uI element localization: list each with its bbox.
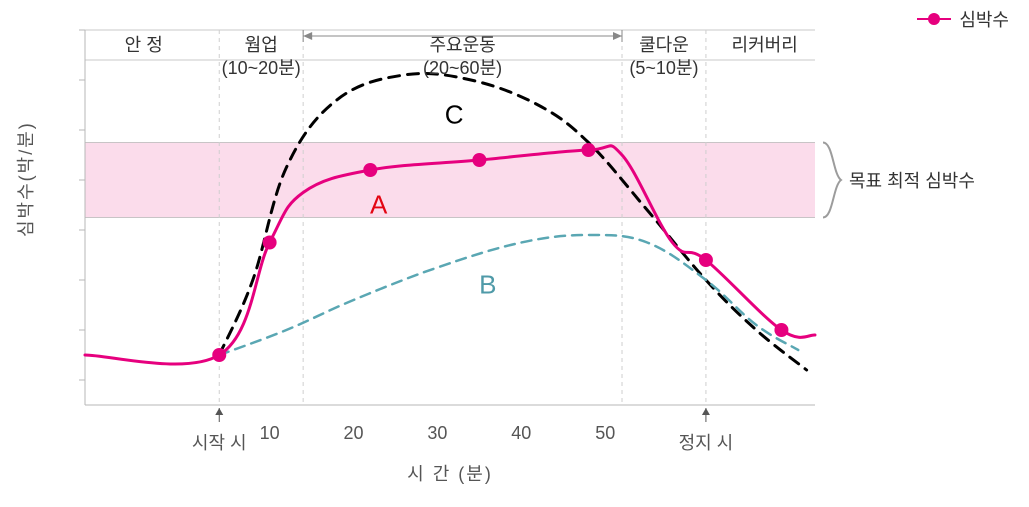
curve-a-marker [212, 348, 226, 362]
phase-label: 안 정 [125, 34, 163, 57]
curve-a-marker [363, 163, 377, 177]
target-zone-label: 목표 최적 심박수 [849, 167, 975, 193]
y-axis-label: 심박수(박/분) [12, 121, 38, 237]
start-label: 시작 시 [192, 429, 247, 455]
curve-a-marker [774, 323, 788, 337]
x-tick-label: 20 [343, 423, 363, 444]
phase-label: 웜업(10~20분) [222, 34, 301, 79]
legend-label: 심박수 [959, 6, 1009, 32]
stop-label: 정지 시 [679, 429, 734, 455]
phase-label: 리커버리 [732, 34, 798, 57]
curve-letter-c: C [445, 100, 464, 131]
chart-canvas: 심박수 심박수(박/분) 안 정 웜업(10~20분) 주요운동(20~60분) 쿨다… [0, 0, 1029, 507]
curve-a-marker [699, 253, 713, 267]
x-tick-label: 30 [427, 423, 447, 444]
arrowhead-icon [215, 408, 223, 415]
curve-letter-b: B [479, 270, 496, 301]
curve-a-marker [263, 236, 277, 250]
x-axis-label: 시 간 (분) [407, 460, 493, 486]
arrowhead-icon [613, 32, 622, 40]
arrowhead-icon [702, 408, 710, 415]
x-tick-label: 50 [595, 423, 615, 444]
curve-letter-a: A [370, 190, 387, 221]
target-zone-brace-icon [823, 143, 841, 218]
legend-swatch [917, 18, 951, 20]
phase-label: 쿨다운(5~10분) [629, 34, 698, 79]
phase-label: 주요운동(20~60분) [423, 34, 502, 79]
curve-b [219, 235, 798, 355]
x-tick-label: 10 [260, 423, 280, 444]
x-tick-label: 40 [511, 423, 531, 444]
curve-a-marker [472, 153, 486, 167]
arrowhead-icon [303, 32, 312, 40]
legend: 심박수 [917, 6, 1009, 32]
curve-a-marker [581, 143, 595, 157]
curve-c [219, 73, 806, 370]
legend-marker-icon [928, 13, 940, 25]
